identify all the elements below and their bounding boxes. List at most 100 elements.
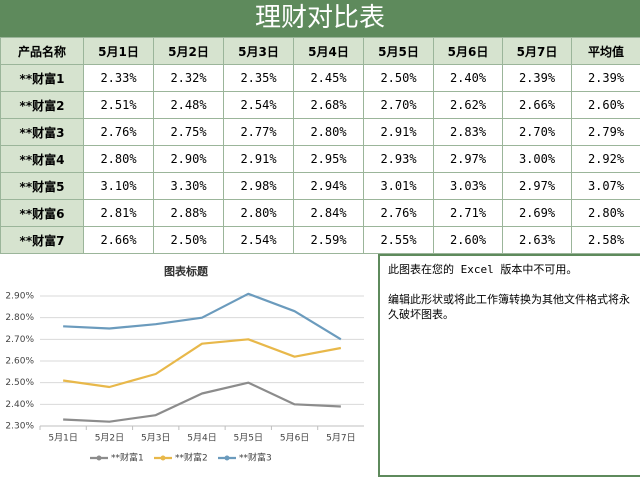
series-line [63, 381, 341, 423]
table-cell: 2.40% [433, 64, 503, 92]
y-tick-label: 2.50% [5, 378, 34, 388]
chart-title: 图表标题 [164, 264, 209, 278]
table-cell: 3.01% [363, 172, 434, 200]
header-cell: 5月3日 [223, 37, 294, 65]
legend-label: **财富1 [111, 452, 144, 464]
table-cell: 2.93% [363, 145, 434, 173]
x-tick-label: 5月2日 [95, 433, 124, 444]
table-cell: 2.84% [293, 199, 364, 227]
table-cell: 2.62% [433, 91, 503, 119]
table-cell: 2.48% [153, 91, 224, 119]
note-text: 编辑此形状或将此工作簿转换为其他文件格式将永久破坏图表。 [388, 293, 630, 321]
table-row: **财富1 2.33% 2.32% 2.35% 2.45% 2.50% 2.40% 2.39%… [0, 64, 640, 92]
y-tick-label: 2.80% [5, 313, 34, 323]
table-cell: 2.80% [293, 118, 364, 146]
table-cell: 2.97% [502, 172, 572, 200]
table-cell: **财富3 [0, 118, 84, 146]
table-cell: 2.35% [223, 64, 294, 92]
table-cell: 2.60% [433, 226, 503, 254]
y-tick-label: 2.40% [5, 400, 34, 410]
x-tick-label: 5月4日 [187, 433, 216, 444]
table-cell: 2.54% [223, 91, 294, 119]
table-cell: 2.32% [153, 64, 224, 92]
x-tick-label: 5月1日 [48, 433, 77, 444]
table-cell: 2.45% [293, 64, 364, 92]
x-tick-label: 5月6日 [280, 433, 309, 444]
header-cell: 5月7日 [502, 37, 572, 65]
table-cell: 2.76% [83, 118, 154, 146]
table-cell: **财富4 [0, 145, 84, 173]
table-cell: **财富6 [0, 199, 84, 227]
table-cell: 3.03% [433, 172, 503, 200]
x-tick-label: 5月3日 [141, 433, 170, 444]
table-cell: 2.39% [571, 64, 640, 92]
data-table: 产品名称 5月1日 5月2日 5月3日 5月4日 5月5日 5月6日 5月7日 平均值 **财富1… [0, 37, 640, 254]
table-cell: 3.00% [502, 145, 572, 173]
table-cell: 2.60% [571, 91, 640, 119]
legend-marker [160, 455, 166, 461]
x-tick-label: 5月5日 [234, 433, 263, 444]
table-cell: **财富7 [0, 226, 84, 254]
header-cell: 5月2日 [153, 37, 224, 65]
header-cell: 产品名称 [0, 37, 84, 65]
table-cell: 3.07% [571, 172, 640, 200]
table-cell: 2.80% [571, 199, 640, 227]
table-cell: 2.66% [502, 91, 572, 119]
table-cell: 2.97% [433, 145, 503, 173]
table-cell: 2.50% [153, 226, 224, 254]
table-row: **财富7 2.66% 2.50% 2.54% 2.59% 2.55% 2.60% 2.63%… [0, 226, 640, 254]
table-cell: 2.54% [223, 226, 294, 254]
table-cell: 2.80% [83, 145, 154, 173]
legend-marker [96, 455, 102, 461]
table-cell: 2.70% [363, 91, 434, 119]
y-tick-label: 2.90% [5, 292, 34, 302]
y-tick-label: 2.60% [5, 357, 34, 367]
table-cell: 2.75% [153, 118, 224, 146]
table-row: **财富5 3.10% 3.30% 2.98% 2.94% 3.01% 3.03% 2.97%… [0, 172, 640, 200]
series-line [62, 338, 342, 389]
table-cell: **财富1 [0, 64, 84, 92]
table-cell: 2.50% [363, 64, 434, 92]
header-row: 产品名称 5月1日 5月2日 5月3日 5月4日 5月5日 5月6日 5月7日 平均值 [0, 37, 640, 65]
table-cell: 2.91% [363, 118, 434, 146]
y-tick-label: 2.70% [5, 335, 34, 345]
legend-label: **财富2 [175, 452, 208, 464]
note-box: 此图表在您的 Excel 版本中不可用。编辑此形状或将此工作簿转换为其他文件格式… [378, 254, 640, 477]
table-cell: 2.55% [363, 226, 434, 254]
table-cell: 2.70% [502, 118, 572, 146]
table-cell: 2.63% [502, 226, 572, 254]
table-cell: 3.10% [83, 172, 154, 200]
table-cell: 2.83% [433, 118, 503, 146]
table-cell: 2.33% [83, 64, 154, 92]
table-cell: 2.68% [293, 91, 364, 119]
chart: 图表标题 2.30% 2.40% 2.50% 2.60% 2.70% 2.80% 2.90%… [5, 264, 364, 464]
header-cell: 5月1日 [83, 37, 154, 65]
table-row: **财富3 2.76% 2.75% 2.77% 2.80% 2.91% 2.83% 2.70%… [0, 118, 640, 146]
table-cell: 2.80% [223, 199, 294, 227]
y-tick-label: 2.30% [5, 422, 34, 432]
note-text: 此图表在您的 Excel 版本中不可用。 [388, 263, 578, 276]
table-row: **财富4 2.80% 2.90% 2.91% 2.95% 2.93% 2.97% 3.00%… [0, 145, 640, 173]
table-cell: 2.51% [83, 91, 154, 119]
header-cell: 5月4日 [293, 37, 364, 65]
table-cell: **财富5 [0, 172, 84, 200]
table-cell: 2.92% [571, 145, 640, 173]
header-cell: 5月5日 [363, 37, 434, 65]
series-line [63, 292, 342, 341]
table-cell: 2.39% [502, 64, 572, 92]
table-cell: 2.81% [83, 199, 154, 227]
table-cell: 2.90% [153, 145, 224, 173]
table-cell: 2.59% [293, 226, 364, 254]
table-cell: 2.88% [153, 199, 224, 227]
table-cell: 2.66% [83, 226, 154, 254]
table-cell: **财富2 [0, 91, 84, 119]
table-row: **财富6 2.81% 2.88% 2.80% 2.84% 2.76% 2.71% 2.69%… [0, 199, 640, 227]
legend-label: **财富3 [239, 452, 272, 464]
table-cell: 2.91% [223, 145, 294, 173]
table-cell: 2.69% [502, 199, 572, 227]
table-cell: 2.77% [223, 118, 294, 146]
header-cell: 平均值 [571, 37, 640, 65]
table-cell: 2.79% [571, 118, 640, 146]
table-cell: 2.71% [433, 199, 503, 227]
